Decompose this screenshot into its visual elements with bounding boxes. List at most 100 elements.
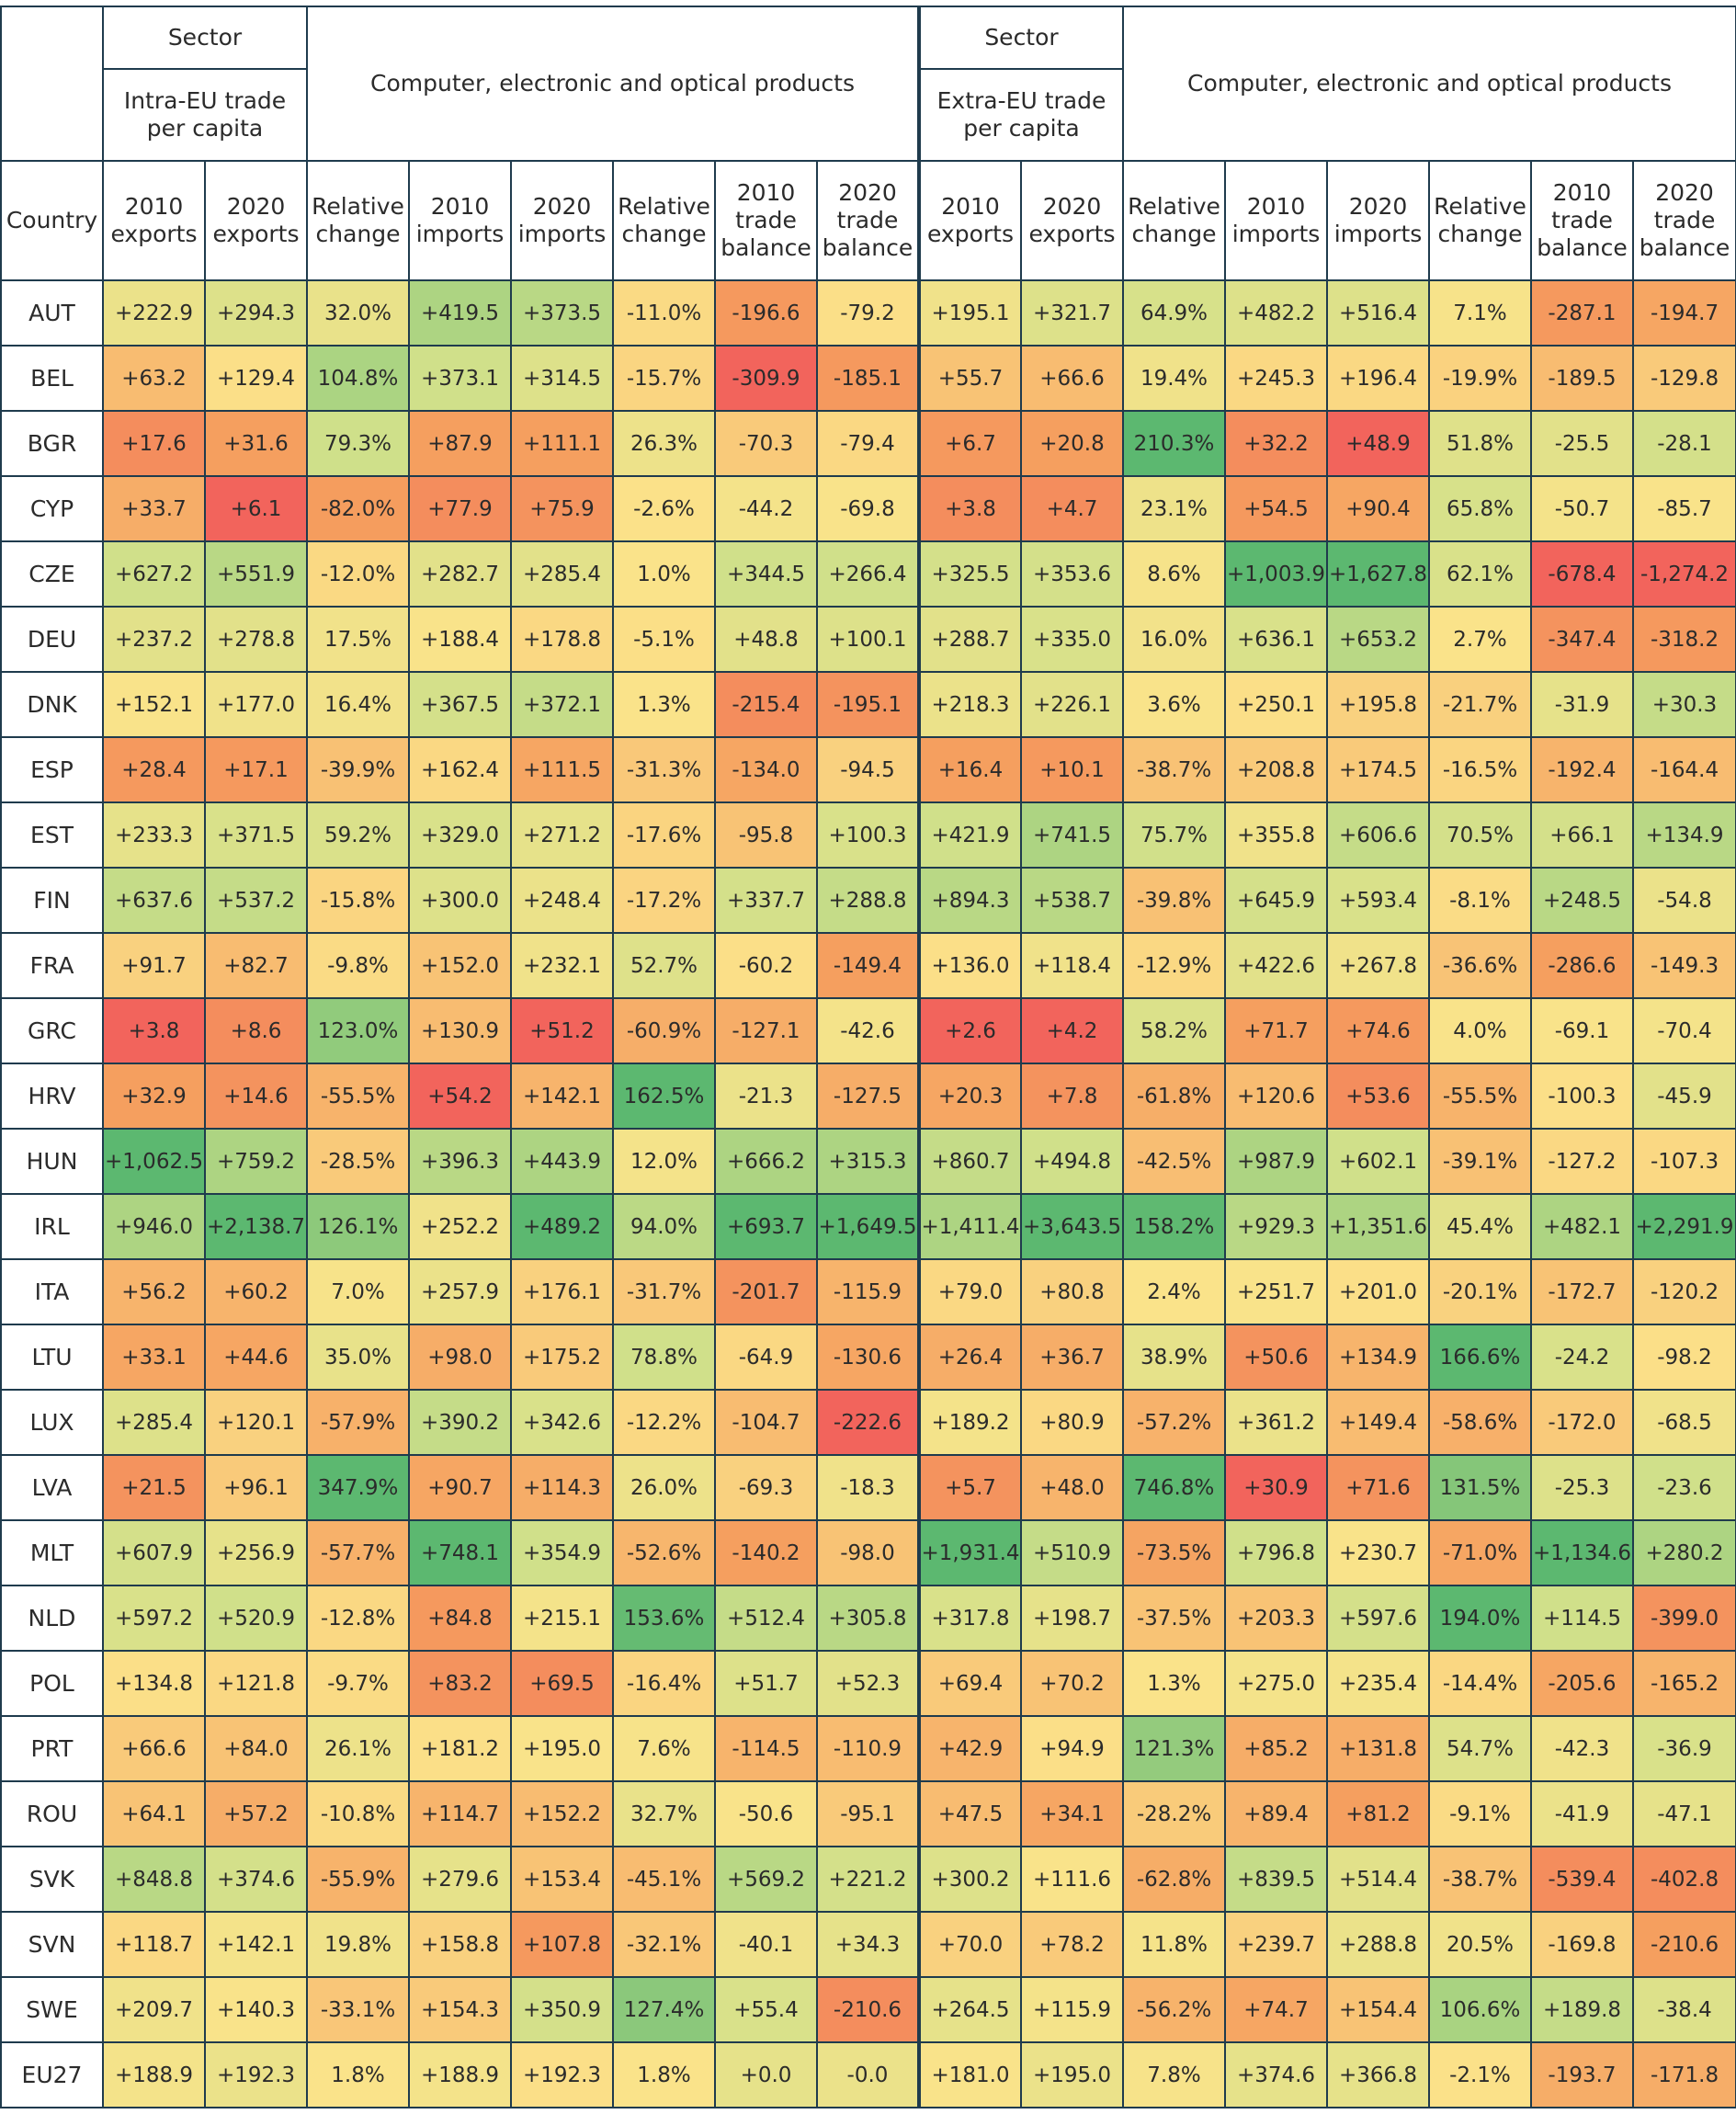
intra-2020-imports-cell: +314.5 — [510, 345, 614, 412]
table-body: AUT +222.9 +294.3 32.0% +419.5 +373.5 -11.0% -1… — [0, 279, 1736, 2108]
intra-2020-trade-balance-cell: -69.8 — [816, 475, 921, 542]
extra-2010-exports-cell: +42.9 — [918, 1715, 1022, 1782]
extra-2020-imports-cell: +288.8 — [1326, 1911, 1430, 1978]
intra-2010-trade-balance-cell: -201.7 — [714, 1258, 818, 1325]
extra-2010-imports-cell: +239.7 — [1224, 1911, 1328, 1978]
extra-2020-imports-cell: +48.9 — [1326, 410, 1430, 477]
intra-2020-exports-cell: +177.0 — [204, 671, 308, 738]
intra-2010-trade-balance-header: 2010 trade balance — [714, 160, 818, 281]
extra-relative-change-cell: -9.1% — [1428, 1780, 1532, 1847]
intra-relative-change-cell: -32.1% — [612, 1911, 716, 1978]
intra-2020-trade-balance-cell: -95.1 — [816, 1780, 921, 1847]
extra-relative-change-cell: -61.8% — [1122, 1063, 1226, 1130]
intra-2010-trade-balance-cell: -134.0 — [714, 736, 818, 803]
intra-2020-trade-balance-cell: +288.8 — [816, 867, 921, 934]
extra-2020-exports-cell: +94.9 — [1020, 1715, 1124, 1782]
extra-2010-exports-header: 2010 exports — [918, 160, 1022, 281]
extra-relative-change-cell: 7.8% — [1122, 2041, 1226, 2108]
extra-2010-trade-balance-cell: -172.7 — [1530, 1258, 1634, 1325]
intra-2010-exports-cell: +152.1 — [102, 671, 206, 738]
intra-2020-trade-balance-cell: -222.6 — [816, 1389, 921, 1456]
intra-2020-exports-cell: +192.3 — [204, 2041, 308, 2108]
intra-2010-trade-balance-cell: -60.2 — [714, 932, 818, 999]
intra-2020-trade-balance-cell: +221.2 — [816, 1846, 921, 1913]
table-row: IRL +946.0 +2,138.7 126.1% +252.2 +489.2 94.0%… — [0, 1193, 1736, 1260]
table-row: EU27 +188.9 +192.3 1.8% +188.9 +192.3 1.8% +0.0… — [0, 2041, 1736, 2108]
intra-2020-trade-balance-cell: -79.4 — [816, 410, 921, 477]
intra-relative-change-cell: -12.2% — [612, 1389, 716, 1456]
extra-2020-trade-balance-cell: -85.7 — [1631, 475, 1736, 542]
intra-2020-exports-cell: +31.6 — [204, 410, 308, 477]
intra-2010-trade-balance-cell: +337.7 — [714, 867, 818, 934]
extra-relative-change-cell: 2.7% — [1428, 606, 1532, 673]
intra-relative-change-cell: 123.0% — [306, 997, 410, 1064]
intra-2020-trade-balance-cell: +305.8 — [816, 1585, 921, 1652]
extra-relative-change-cell: -57.2% — [1122, 1389, 1226, 1456]
country-cell: IRL — [0, 1193, 104, 1260]
extra-relative-change-cell: 64.9% — [1122, 279, 1226, 347]
country-cell: NLD — [0, 1585, 104, 1652]
extra-2020-exports-cell: +510.9 — [1020, 1519, 1124, 1586]
extra-relative-change-cell: -42.5% — [1122, 1128, 1226, 1195]
extra-2020-imports-cell: +1,627.8 — [1326, 540, 1430, 608]
intra-relative-change-cell: -39.9% — [306, 736, 410, 803]
intra-relative-change-cell: 1.8% — [306, 2041, 410, 2108]
intra-2020-exports-header: 2020 exports — [204, 160, 308, 281]
intra-relative-change-cell: 32.0% — [306, 279, 410, 347]
extra-2020-imports-cell: +593.4 — [1326, 867, 1430, 934]
intra-relative-change-cell: -5.1% — [612, 606, 716, 673]
intra-2020-imports-cell: +69.5 — [510, 1650, 614, 1717]
header-row-sector: Sector Computer, electronic and optical … — [0, 6, 1736, 162]
extra-2010-exports-cell: +195.1 — [918, 279, 1022, 347]
intra-2010-imports-cell: +158.8 — [408, 1911, 512, 1978]
extra-2020-trade-balance-cell: -149.3 — [1631, 932, 1736, 999]
intra-2020-trade-balance-cell: -149.4 — [816, 932, 921, 999]
intra-2020-trade-balance-cell: +1,649.5 — [816, 1193, 921, 1260]
intra-2020-imports-cell: +285.4 — [510, 540, 614, 608]
intra-relative-change-cell: 104.8% — [306, 345, 410, 412]
intra-2020-imports-cell: +248.4 — [510, 867, 614, 934]
extra-2020-exports-cell: +226.1 — [1020, 671, 1124, 738]
intra-2020-trade-balance-cell: -210.6 — [816, 1976, 921, 2043]
extra-2020-exports-cell: +34.1 — [1020, 1780, 1124, 1847]
intra-2010-imports-cell: +252.2 — [408, 1193, 512, 1260]
sector-label-right: Sector — [918, 6, 1124, 70]
intra-2020-exports-cell: +120.1 — [204, 1389, 308, 1456]
extra-relative-change-cell: 1.3% — [1122, 1650, 1226, 1717]
table-row: NLD +597.2 +520.9 -12.8% +84.8 +215.1 153.6% +5… — [0, 1585, 1736, 1652]
intra-2020-trade-balance-cell: +315.3 — [816, 1128, 921, 1195]
table-row: BEL +63.2 +129.4 104.8% +373.1 +314.5 -15.7% -3… — [0, 345, 1736, 412]
extra-2010-imports-header: 2010 imports — [1224, 160, 1328, 281]
extra-2010-imports-cell: +929.3 — [1224, 1193, 1328, 1260]
extra-2010-imports-cell: +74.7 — [1224, 1976, 1328, 2043]
intra-2020-exports-cell: +278.8 — [204, 606, 308, 673]
intra-2020-trade-balance-cell: +100.3 — [816, 801, 921, 869]
extra-2020-trade-balance-cell: -165.2 — [1631, 1650, 1736, 1717]
intra-2020-imports-cell: +178.8 — [510, 606, 614, 673]
intra-2010-exports-cell: +607.9 — [102, 1519, 206, 1586]
table-row: SVK +848.8 +374.6 -55.9% +279.6 +153.4 -45.1% +… — [0, 1846, 1736, 1913]
extra-2020-exports-cell: +494.8 — [1020, 1128, 1124, 1195]
extra-2020-imports-cell: +131.8 — [1326, 1715, 1430, 1782]
intra-relative-change-cell: 7.6% — [612, 1715, 716, 1782]
intra-2020-imports-cell: +192.3 — [510, 2041, 614, 2108]
extra-2020-trade-balance-cell: -210.6 — [1631, 1911, 1736, 1978]
intra-2010-exports-cell: +597.2 — [102, 1585, 206, 1652]
intra-2020-trade-balance-cell: -115.9 — [816, 1258, 921, 1325]
extra-2010-trade-balance-cell: -25.5 — [1530, 410, 1634, 477]
country-cell: PRT — [0, 1715, 104, 1782]
intra-2010-imports-cell: +181.2 — [408, 1715, 512, 1782]
extra-2010-imports-cell: +30.9 — [1224, 1454, 1328, 1521]
intra-relative-change-cell: -15.8% — [306, 867, 410, 934]
intra-relative-change-cell: 52.7% — [612, 932, 716, 999]
extra-relative-change-cell: 51.8% — [1428, 410, 1532, 477]
extra-relative-change-cell: -14.4% — [1428, 1650, 1532, 1717]
intra-2020-imports-cell: +195.0 — [510, 1715, 614, 1782]
intra-relative-change-cell: 26.0% — [612, 1454, 716, 1521]
country-cell: ITA — [0, 1258, 104, 1325]
extra-relative-change-cell: 11.8% — [1122, 1911, 1226, 1978]
intra-2020-exports-cell: +520.9 — [204, 1585, 308, 1652]
country-cell: BEL — [0, 345, 104, 412]
extra-relative-change-cell: -58.6% — [1428, 1389, 1532, 1456]
extra-2020-exports-cell: +3,643.5 — [1020, 1193, 1124, 1260]
